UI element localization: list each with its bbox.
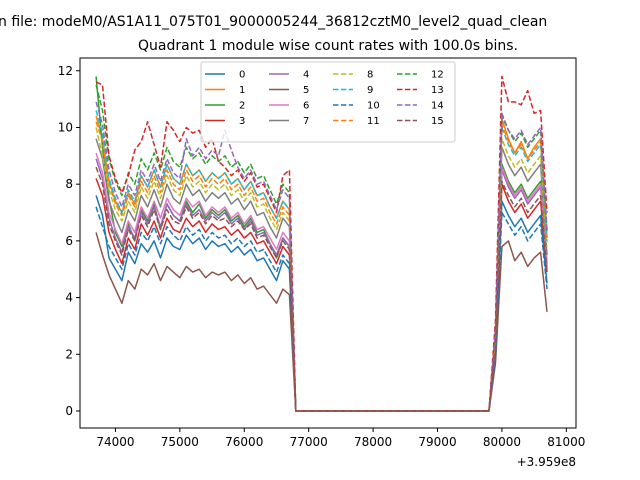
y-tick-label-8: 8 <box>65 177 73 191</box>
y-tick-label-10: 10 <box>58 120 73 134</box>
y-axis: 0 2 4 6 8 10 12 <box>58 64 80 418</box>
legend-label-8: 8 <box>367 70 373 81</box>
y-tick-label-6: 6 <box>65 234 73 248</box>
x-tick-label-77000: 77000 <box>290 435 328 449</box>
x-axis: 74000 75000 76000 77000 78000 79000 80000 81000 <box>96 428 585 449</box>
series-line-5 <box>95 232 548 412</box>
x-tick-label-79000: 79000 <box>418 435 456 449</box>
legend-label-0: 0 <box>239 70 245 81</box>
x-offset-label: +3.959e8 <box>517 455 576 469</box>
chart-title: Quadrant 1 module wise count rates with … <box>138 38 518 54</box>
y-tick-label-4: 4 <box>65 291 73 305</box>
x-tick-label-76000: 76000 <box>225 435 263 449</box>
suptitle: n file: modeM0/AS1A11_075T01_9000005244_… <box>0 14 547 30</box>
y-tick-label-0: 0 <box>65 404 73 418</box>
series-line-1 <box>95 115 548 412</box>
legend-label-1: 1 <box>239 85 245 96</box>
series-line-11 <box>95 121 548 412</box>
series-line-15 <box>95 166 548 412</box>
legend-box <box>200 61 456 143</box>
legend-label-14: 14 <box>431 101 444 112</box>
x-tick-label-75000: 75000 <box>161 435 199 449</box>
legend-label-2: 2 <box>239 101 245 112</box>
series-line-3 <box>95 178 548 412</box>
series-line-0 <box>95 195 548 412</box>
series-line-7 <box>95 138 548 412</box>
series-line-9 <box>95 110 548 412</box>
legend-label-12: 12 <box>431 70 444 81</box>
series-line-8 <box>95 127 548 412</box>
legend-label-9: 9 <box>367 85 373 96</box>
series-line-14 <box>95 101 548 412</box>
legend-label-13: 13 <box>431 85 444 96</box>
plot-frame <box>79 57 577 429</box>
series-line-6 <box>95 152 548 412</box>
series-line-13 <box>95 75 548 412</box>
legend-label-10: 10 <box>367 101 380 112</box>
series-line-10 <box>95 206 548 412</box>
legend-label-15: 15 <box>431 116 444 127</box>
x-tick-label-80000: 80000 <box>483 435 521 449</box>
plot-lines <box>95 75 548 412</box>
x-tick-label-81000: 81000 <box>547 435 585 449</box>
legend-label-4: 4 <box>303 70 309 81</box>
legend-label-7: 7 <box>303 116 309 127</box>
y-tick-label-2: 2 <box>65 347 73 361</box>
x-tick-label-74000: 74000 <box>96 435 134 449</box>
x-tick-label-78000: 78000 <box>354 435 392 449</box>
legend-label-5: 5 <box>303 85 309 96</box>
legend-label-6: 6 <box>303 101 309 112</box>
series-line-12 <box>95 84 548 412</box>
legend-label-11: 11 <box>367 116 380 127</box>
series-line-4 <box>95 158 548 412</box>
legend-label-3: 3 <box>239 116 245 127</box>
y-tick-label-12: 12 <box>58 64 73 78</box>
